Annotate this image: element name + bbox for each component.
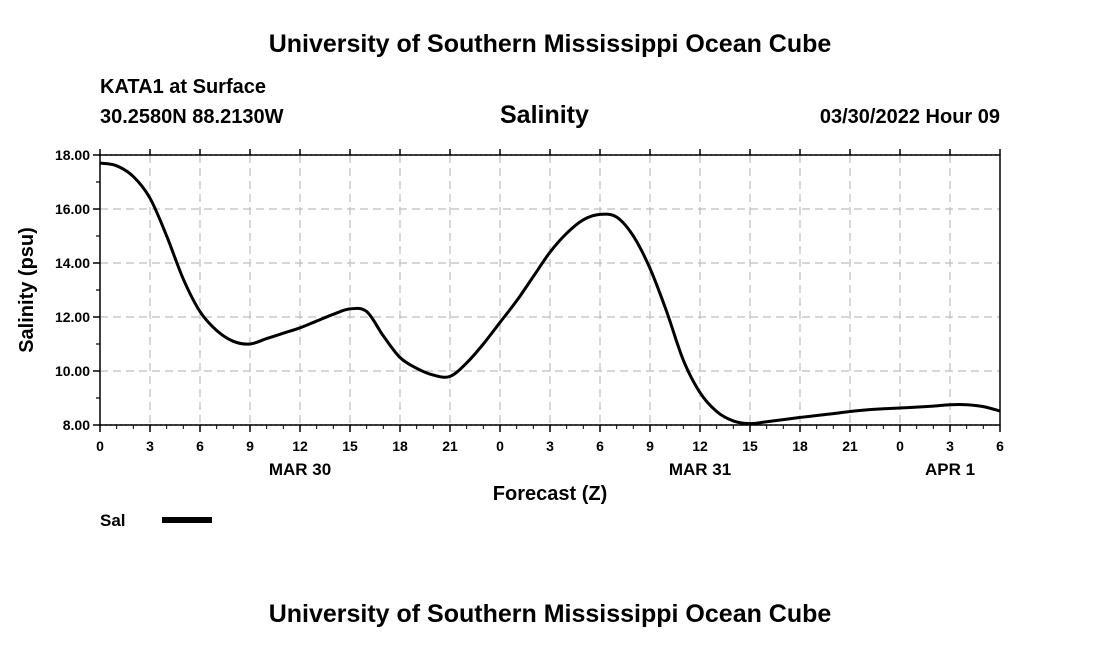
x-tick-label: 15 bbox=[342, 438, 358, 454]
x-tick-label: 15 bbox=[742, 438, 758, 454]
y-tick-label: 12.00 bbox=[55, 309, 90, 325]
x-tick-label: 0 bbox=[496, 438, 504, 454]
x-date-label: APR 1 bbox=[925, 460, 975, 479]
x-tick-label: 9 bbox=[246, 438, 254, 454]
series-line-sal bbox=[99, 161, 1001, 426]
axis-ticks: 8.00 10.00 12.00 14.00 16.00 18.00 0 3 6 9 12 15 18 2… bbox=[55, 147, 1004, 479]
x-tick-label: 12 bbox=[692, 438, 708, 454]
x-tick-label: 3 bbox=[546, 438, 554, 454]
grid-lines bbox=[100, 154, 1000, 426]
x-tick-label: 6 bbox=[996, 438, 1004, 454]
y-tick-label: 18.00 bbox=[55, 147, 90, 163]
y-tick-label: 8.00 bbox=[63, 417, 90, 433]
x-tick-label: 18 bbox=[392, 438, 408, 454]
x-tick-label: 21 bbox=[442, 438, 458, 454]
x-tick-label: 21 bbox=[842, 438, 858, 454]
datetime-label: 03/30/2022 Hour 09 bbox=[819, 106, 1000, 128]
y-tick-label: 16.00 bbox=[55, 201, 90, 217]
y-axis-label: Salinity (psu) bbox=[16, 227, 38, 353]
chart-title: Salinity bbox=[500, 101, 589, 129]
page-title-bottom: University of Southern Mississippi Ocean… bbox=[268, 600, 832, 628]
y-tick-label: 10.00 bbox=[55, 363, 90, 379]
x-tick-label: 3 bbox=[146, 438, 154, 454]
y-tick-label: 14.00 bbox=[55, 255, 90, 271]
x-axis-label: Forecast (Z) bbox=[493, 483, 607, 505]
x-tick-label: 9 bbox=[646, 438, 654, 454]
x-tick-label: 18 bbox=[792, 438, 808, 454]
x-date-label: MAR 31 bbox=[669, 460, 731, 479]
coordinates-label: 30.2580N 88.2130W bbox=[100, 106, 284, 128]
legend-label: Sal bbox=[100, 511, 126, 530]
x-tick-label: 12 bbox=[292, 438, 308, 454]
x-date-label: MAR 30 bbox=[269, 460, 331, 479]
x-tick-label: 6 bbox=[596, 438, 604, 454]
x-tick-label: 0 bbox=[96, 438, 104, 454]
x-tick-label: 0 bbox=[896, 438, 904, 454]
series-layer bbox=[99, 161, 1001, 426]
page-title-top: University of Southern Mississippi Ocean… bbox=[268, 30, 832, 58]
x-tick-label: 3 bbox=[946, 438, 954, 454]
station-label: KATA1 at Surface bbox=[100, 76, 266, 98]
x-tick-label: 6 bbox=[196, 438, 204, 454]
